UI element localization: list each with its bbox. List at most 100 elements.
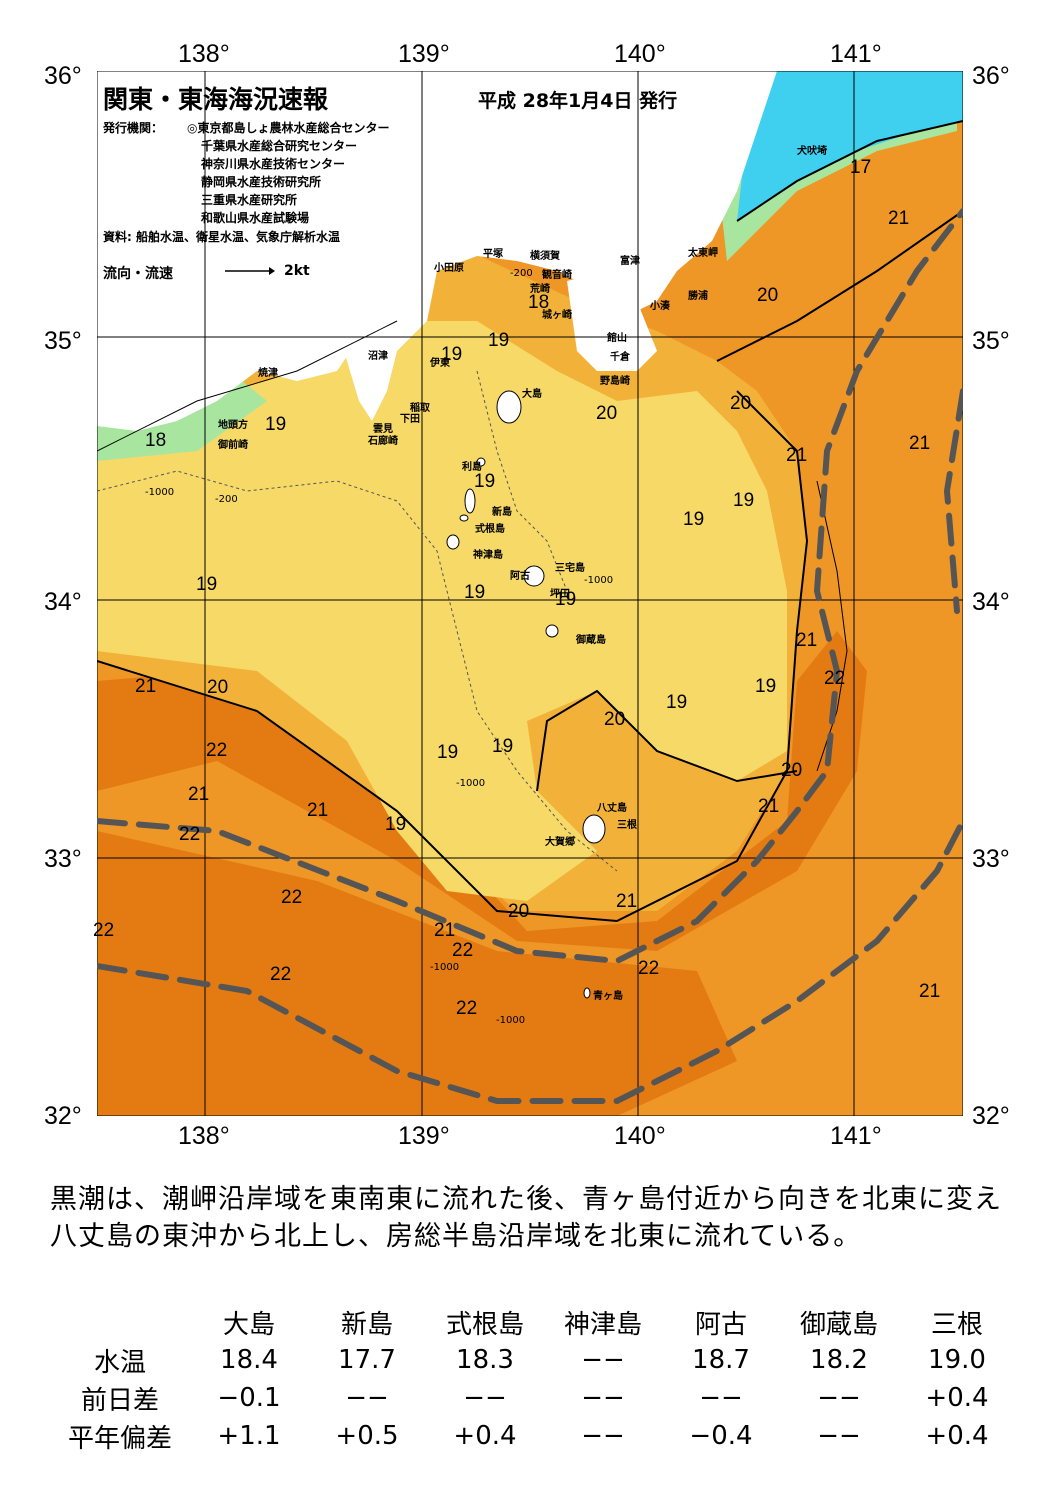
org-label: 発行機関： (103, 121, 164, 135)
table-cell: +0.4 (925, 1383, 989, 1413)
lat-label-34-left: 34° (44, 588, 82, 616)
isotherm-label-18: 18 (145, 430, 167, 451)
isotherm-label-21: 21 (188, 784, 210, 805)
isotherm-label-22: 22 (270, 964, 292, 985)
place-inubosaki: 犬吠埼 (797, 146, 827, 157)
organization-list: ◎東京都島しょ農林水産総合センター 千葉県水産総合研究センター 神奈川県水産技術… (187, 119, 389, 227)
place-oshima: 大島 (522, 389, 542, 400)
lon-label-138-top: 138° (178, 40, 230, 68)
place-miyakejima: 三宅島 (555, 563, 585, 574)
depth-label-1000: -1000 (145, 487, 175, 498)
issued-date: 平成 28年1月4日 発行 (478, 90, 678, 112)
table-cell: +0.4 (453, 1421, 517, 1451)
sea-temperature-map (97, 71, 963, 1116)
organization-item: 静岡県水産技術研究所 (201, 175, 322, 189)
isotherm-label-20: 20 (781, 760, 803, 781)
table-cell: 19.0 (928, 1345, 986, 1375)
isotherm-label-22: 22 (452, 940, 474, 961)
place-niijima: 新島 (492, 507, 512, 518)
table-cell: +1.1 (217, 1421, 281, 1451)
place-numazu: 沼津 (368, 351, 388, 362)
table-row-label: 前日差 (80, 1385, 159, 1416)
isotherm-label-19: 19 (441, 344, 463, 365)
map-title: 関東・東海海況速報 (103, 85, 329, 114)
table-cell: 17.7 (338, 1345, 396, 1375)
place-odawara: 小田原 (434, 263, 464, 274)
isotherm-label-21: 21 (307, 800, 329, 821)
flow-arrow-icon (225, 267, 275, 275)
isotherm-label-18: 18 (528, 292, 550, 313)
lon-label-141-bottom: 141° (830, 1122, 882, 1150)
table-cell: −− (817, 1383, 861, 1413)
table-col-header: 阿古 (694, 1309, 747, 1340)
depth-label-1000: -1000 (584, 575, 614, 586)
isotherm-label-21: 21 (434, 920, 456, 941)
isotherm-label-20: 20 (596, 403, 618, 424)
table-col-header: 神津島 (563, 1309, 642, 1340)
table-cell: −− (581, 1421, 625, 1451)
isotherm-label-19: 19 (555, 589, 577, 610)
organization-item: 和歌山県水産試験場 (201, 211, 310, 225)
place-irozaki: 石廊崎 (368, 436, 398, 447)
table-cell: −− (699, 1383, 743, 1413)
mikurajima-island (545, 624, 559, 638)
isotherm-label-19: 19 (474, 471, 496, 492)
isotherm-label-21: 21 (909, 433, 931, 454)
table-col-header: 大島 (222, 1309, 275, 1340)
place-inatori: 稲取 (410, 403, 430, 414)
depth-contours (97, 370, 618, 872)
place-yaizu: 焼津 (258, 368, 278, 379)
table-header-row: 大島 新島 式根島 神津島 阿古 御蔵島 三根 (50, 1303, 1016, 1341)
table-cell: 18.3 (456, 1345, 514, 1375)
lon-label-138-bottom: 138° (178, 1122, 230, 1150)
table-cell: −0.1 (217, 1383, 281, 1413)
place-chikura: 千倉 (610, 352, 630, 363)
izu-peninsula (327, 301, 402, 421)
table-cell: −− (581, 1383, 625, 1413)
shikinejima-island (459, 514, 469, 522)
current-description: 黒潮は、潮岬沿岸域を東南東に流れた後、青ヶ島付近から向きを北東に変え八丈島の東沖… (50, 1184, 1002, 1252)
place-okago: 大賀郷 (545, 837, 575, 848)
sea-17-area (737, 71, 963, 221)
place-mikurajima: 御蔵島 (576, 635, 606, 646)
lon-label-140-bottom: 140° (614, 1122, 666, 1150)
lat-label-36-left: 36° (44, 62, 82, 90)
isotherm-label-22: 22 (638, 958, 660, 979)
place-tomitsu: 富津 (620, 256, 640, 267)
kuroshio-axis-main (97, 208, 963, 965)
kuroshio-axis (97, 208, 963, 1104)
isotherm-label-22: 22 (456, 998, 478, 1019)
place-tateyama: 館山 (607, 333, 627, 344)
place-kumomi: 雲見 (373, 424, 393, 435)
lat-label-35-right: 35° (972, 327, 1010, 355)
table-cell: +0.4 (925, 1421, 989, 1451)
isotherm-label-19: 19 (385, 814, 407, 835)
isotherm-label-19: 19 (755, 676, 777, 697)
hachijojima-island (582, 814, 606, 844)
place-kozushima: 神津島 (473, 550, 503, 561)
depth-label-1000: -1000 (496, 1015, 526, 1026)
organization-item: 千葉県水産総合研究センター (201, 139, 358, 153)
isotherm-20-inner (536, 689, 798, 792)
flow-legend-label: 流向・流速 (103, 266, 173, 282)
isotherm-label-19: 19 (196, 574, 218, 595)
table-cell: −− (817, 1421, 861, 1451)
lon-label-139-bottom: 139° (398, 1122, 450, 1150)
place-shimoda: 下田 (400, 414, 420, 425)
place-kannonzaki: 観音崎 (542, 270, 572, 281)
depth-label-200: -200 (510, 268, 533, 279)
isotherm-label-19: 19 (733, 490, 755, 511)
kuroshio-axis-outer (97, 818, 963, 1104)
isotherm-label-17: 17 (850, 157, 872, 178)
table-col-header: 式根島 (445, 1309, 524, 1340)
table-cell: 18.7 (692, 1345, 750, 1375)
isotherm-label-21: 21 (888, 208, 910, 229)
place-tsubota: 坪田 (550, 589, 570, 600)
place-hiratsuka: 平塚 (483, 249, 503, 260)
depth-contour-200 (476, 370, 568, 592)
isotherm-19 (97, 320, 398, 452)
niijima-island (464, 488, 476, 514)
isotherm-label-20: 20 (757, 285, 779, 306)
place-toshima: 利島 (462, 462, 482, 473)
isotherm-label-21: 21 (758, 796, 780, 817)
